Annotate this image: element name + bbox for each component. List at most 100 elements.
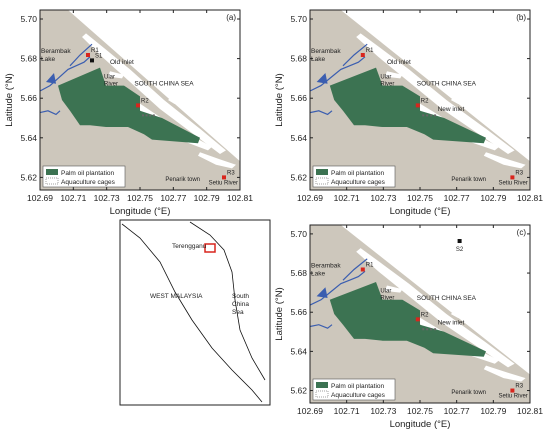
y-tick-label: 5.66 [290, 93, 307, 103]
station-label: R1 [91, 48, 99, 54]
x-tick-label: 102.75 [407, 193, 433, 203]
aquaculture-cage [434, 114, 437, 117]
panel-label: (b) [516, 13, 526, 22]
legend-label-plantation: Palm oil plantation [61, 170, 114, 177]
svg-text:Ular: Ular [380, 74, 391, 80]
x-axis-title: Longitude (°E) [110, 206, 171, 217]
y-tick-label: 5.64 [290, 346, 307, 356]
aquaculture-cage [430, 328, 433, 331]
x-tick-label: 102.77 [160, 193, 186, 203]
x-axis-title: Longitude (°E) [390, 206, 451, 217]
y-tick-label: 5.64 [20, 133, 37, 143]
x-tick-label: 102.75 [407, 406, 433, 416]
river-line [342, 258, 368, 281]
station-marker [510, 388, 515, 393]
legend-box [312, 165, 396, 188]
aquaculture-cage [430, 114, 433, 117]
x-tick-label: 102.81 [517, 406, 543, 416]
station-marker [86, 53, 90, 57]
setiu-river-label: Setiu River [209, 181, 238, 187]
svg-text:Berambak: Berambak [311, 48, 341, 55]
x-tick-label: 102.77 [444, 193, 470, 203]
river-line [39, 56, 91, 92]
legend-swatch-plantation [316, 169, 328, 175]
x-tick-label: 102.71 [334, 193, 360, 203]
river-line [309, 56, 366, 92]
river-line [309, 270, 366, 306]
station-label: R3 [515, 384, 523, 390]
svg-text:River: River [104, 81, 118, 87]
x-tick-label: 102.79 [480, 406, 506, 416]
town-label: Penarik town [165, 177, 200, 183]
x-tick-label: 102.79 [194, 193, 220, 203]
station-label: R2 [141, 98, 149, 104]
legend-swatch-plantation [46, 169, 58, 175]
station-label: S1 [95, 53, 103, 59]
y-tick-label: 5.62 [20, 172, 37, 182]
station-label: R1 [366, 48, 374, 54]
x-tick-label: 102.73 [370, 193, 396, 203]
station-marker [136, 103, 140, 108]
state-label: Terengganu [172, 243, 207, 250]
svg-text:Sea: Sea [232, 309, 244, 316]
estuary-water [168, 96, 192, 111]
sea-label: SOUTH CHINA SEA [417, 81, 477, 88]
station-marker [415, 103, 420, 108]
x-tick-label: 102.81 [517, 193, 543, 203]
x-tick-label: 102.75 [127, 193, 153, 203]
x-tick-label: 102.69 [297, 406, 323, 416]
y-tick-label: 5.64 [290, 133, 307, 143]
aquaculture-cage [145, 114, 148, 117]
y-tick-label: 5.70 [20, 14, 37, 24]
panel-label: (c) [517, 228, 527, 237]
svg-text:Berambak: Berambak [41, 48, 71, 55]
x-tick-label: 102.81 [227, 193, 253, 203]
x-tick-label: 102.73 [370, 406, 396, 416]
station-label: R2 [421, 312, 429, 318]
svg-text:South: South [232, 293, 249, 300]
x-tick-label: 102.79 [480, 193, 506, 203]
estuary-water [198, 152, 236, 169]
flow-arrow-icon [46, 73, 56, 84]
estuary-water [483, 152, 526, 169]
legend-box [42, 165, 126, 188]
legend-swatch-cages [45, 177, 59, 185]
new-inlet-label: New inlet [438, 320, 465, 327]
legend-label-cages: Aquaculture cages [331, 179, 386, 186]
study-area-box [204, 243, 216, 253]
estuary-water [450, 96, 478, 111]
palm-oil-plantation [58, 67, 200, 144]
legend-swatch-cages [315, 390, 329, 398]
palm-oil-plantation [329, 67, 486, 144]
station-marker [90, 58, 94, 63]
station-marker [415, 317, 420, 322]
estuary-water [356, 33, 515, 154]
x-tick-label: 102.71 [60, 193, 86, 203]
y-tick-label: 5.66 [290, 307, 307, 317]
estuary-water [82, 33, 226, 154]
aquaculture-cage [426, 114, 429, 117]
flow-arrow-icon [316, 287, 328, 298]
aquaculture-cage [142, 114, 144, 117]
y-tick-label: 5.70 [290, 14, 307, 24]
station-marker [457, 239, 462, 244]
station-label: R3 [227, 170, 235, 176]
station-marker [222, 175, 226, 180]
y-axis-title: Latitude (°N) [274, 73, 285, 126]
river-line [309, 324, 333, 329]
estuary-water [356, 248, 515, 368]
map-panel-c: 102.69 102.71 102.73 102.75 102.77 102.79 102.… [274, 224, 543, 430]
legend-label-cages: Aquaculture cages [61, 179, 116, 186]
legend-label-cages: Aquaculture cages [331, 392, 386, 399]
y-axis-title: Latitude (°N) [4, 73, 15, 126]
x-axis-title: Longitude (°E) [390, 419, 451, 430]
legend-swatch-plantation [316, 382, 328, 388]
svg-text:Lake: Lake [41, 56, 55, 63]
svg-text:River: River [380, 296, 394, 302]
